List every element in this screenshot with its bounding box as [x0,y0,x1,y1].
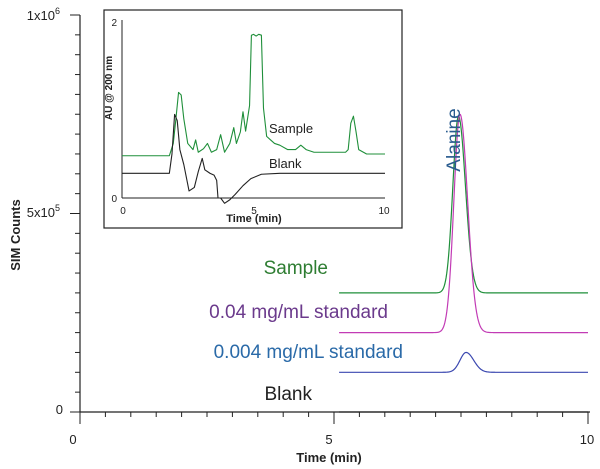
inset-frame [103,9,403,229]
inset-trace-blank [122,113,385,204]
inset-panel: 0 5 10 0 2 Time (min) AU @ 200 nm Sample… [103,9,403,229]
main-y-axis-title: SIM Counts [8,199,23,271]
inset-series-label-sample: Sample [269,121,313,136]
inset-x-axis-title: Time (min) [226,213,282,225]
main-y-tick-label: 0 [56,402,63,417]
main-x-tick-label: 5 [325,432,332,447]
series-label-standard-high: 0.04 mg/mL standard [209,302,388,323]
main-x-tick-label: 0 [69,432,76,447]
inset-x-tick-label: 5 [251,206,257,217]
inset-traces [122,33,385,204]
trace-sample [339,115,588,294]
main-traces [339,113,588,413]
peak-label-alanine: Alanine [444,108,465,171]
inset-x-tick-label: 0 [120,206,126,217]
inset-x-tick-label: 10 [378,206,390,217]
main-y-tick-label: 1x106 [27,6,60,23]
trace-standard-high [339,113,588,334]
inset-y-axis-title: AU @ 200 nm [104,56,115,120]
inset-trace-sample [122,33,385,157]
inset-y-tick-label: 0 [111,194,117,205]
main-y-tick-label: 5x105 [27,203,60,220]
inset-series-label-blank: Blank [269,156,302,171]
series-label-sample: Sample [264,258,328,279]
main-x-axis-title: Time (min) [296,450,362,465]
inset-y-tick-label: 2 [111,18,117,29]
series-label-standard-low: 0.004 mg/mL standard [214,342,403,363]
main-x-minor-ticks [79,412,589,424]
series-label-blank: Blank [264,384,312,405]
main-x-tick-label: 10 [580,432,594,447]
trace-standard-low [339,351,588,373]
main-y-minor-ticks [70,14,80,413]
